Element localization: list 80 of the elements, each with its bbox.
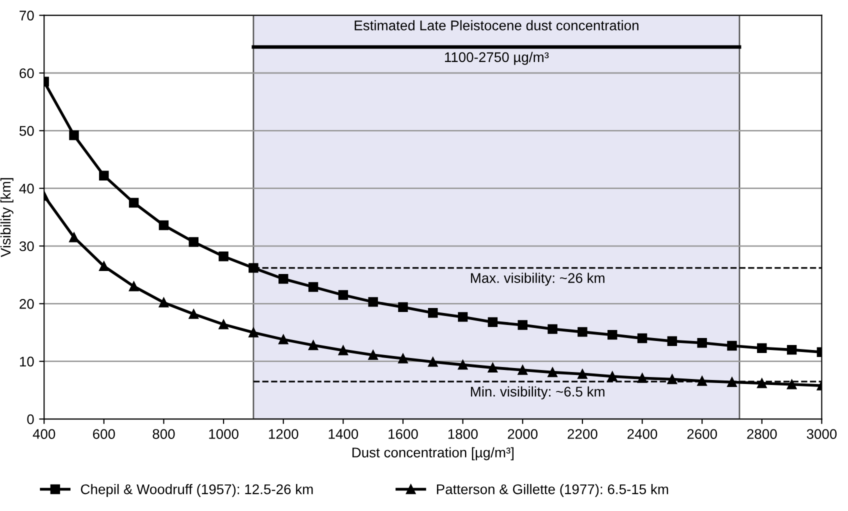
point xyxy=(667,374,678,384)
point xyxy=(398,302,408,312)
point xyxy=(458,360,468,370)
point xyxy=(338,290,348,300)
point xyxy=(518,320,528,330)
point xyxy=(398,354,408,364)
y-tick-label: 0 xyxy=(27,414,34,424)
point xyxy=(757,343,767,353)
x-tick-label: 2800 xyxy=(747,429,777,439)
point xyxy=(637,333,648,344)
x-tick-label: 1200 xyxy=(268,429,298,439)
x-tick-label: 600 xyxy=(93,429,115,439)
legend-label: Chepil & Woodruff (1957): 12.5-26 km xyxy=(80,484,313,497)
x-tick-label: 2400 xyxy=(628,429,658,439)
point xyxy=(428,308,438,318)
point xyxy=(69,130,79,140)
x-tick-label: 1000 xyxy=(209,429,238,439)
x-tick-label: 400 xyxy=(32,429,56,439)
point xyxy=(727,340,737,351)
x-tick-label: 2000 xyxy=(508,429,538,439)
point xyxy=(188,237,198,247)
point xyxy=(278,334,288,344)
legend-label: Patterson & Gillette (1977): 6.5-15 km xyxy=(436,484,668,497)
point xyxy=(218,320,228,330)
x-tick-label: 2200 xyxy=(568,429,598,439)
x-tick-label: 1600 xyxy=(388,429,418,439)
point xyxy=(548,324,558,334)
point xyxy=(697,338,707,348)
x-tick-label: 1400 xyxy=(328,429,358,439)
point xyxy=(488,362,498,373)
y-axis-title: Visibility [km] xyxy=(0,178,14,258)
y-tick-label: 40 xyxy=(19,184,34,194)
y-tick-label: 70 xyxy=(20,10,34,20)
point xyxy=(308,282,318,292)
point xyxy=(128,282,139,292)
y-tick-label: 50 xyxy=(19,126,34,136)
y-tick-label: 20 xyxy=(20,299,34,309)
y-tick-label: 10 xyxy=(20,356,34,367)
x-axis-title: Dust concentration [µg/m³] xyxy=(352,447,514,460)
point xyxy=(69,232,79,242)
point xyxy=(607,371,618,382)
x-tick-label: 800 xyxy=(152,429,175,439)
point xyxy=(248,263,258,273)
point xyxy=(308,340,318,350)
point xyxy=(697,376,707,386)
point xyxy=(548,367,558,378)
band-label: Estimated Late Pleistocene dust concentration xyxy=(354,20,638,30)
ref-line-label: Max. visibility: ~26 km xyxy=(471,272,604,286)
point xyxy=(786,344,797,355)
point xyxy=(637,373,648,383)
point xyxy=(458,312,468,322)
ref-line-label: 1100-2750 µg/m³ xyxy=(445,52,549,65)
point xyxy=(786,380,797,390)
point xyxy=(368,350,378,360)
point xyxy=(727,377,737,387)
x-tick-label: 3000 xyxy=(806,429,837,439)
point xyxy=(578,369,588,379)
point xyxy=(368,297,378,307)
x-tick-label: 2600 xyxy=(687,429,717,439)
point xyxy=(338,346,348,356)
point xyxy=(248,328,258,338)
point xyxy=(607,330,618,340)
point xyxy=(757,378,767,388)
point xyxy=(488,317,498,327)
y-tick-label: 30 xyxy=(19,241,34,252)
point xyxy=(158,220,169,230)
x-tick-label: 1800 xyxy=(448,429,478,439)
point xyxy=(188,309,198,319)
point xyxy=(667,336,678,346)
point xyxy=(99,261,109,272)
point xyxy=(578,327,588,337)
point xyxy=(99,170,109,181)
point xyxy=(518,365,528,375)
point xyxy=(428,357,438,367)
y-tick-label: 60 xyxy=(20,68,34,78)
point xyxy=(278,274,288,284)
point xyxy=(128,198,139,208)
point xyxy=(158,298,169,308)
ref-line-label: Min. visibility: ~6.5 km xyxy=(471,386,604,400)
point xyxy=(218,252,228,262)
